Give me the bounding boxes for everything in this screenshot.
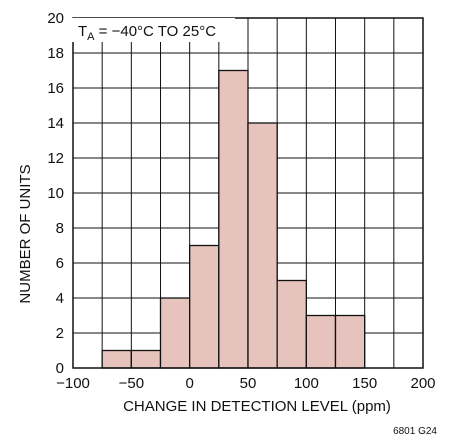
y-tick-label: 16	[47, 80, 64, 97]
histogram-bar	[276, 279, 307, 369]
y-axis-title: NUMBER OF UNITS	[17, 164, 34, 303]
x-tick-label: 0	[185, 375, 193, 392]
plot-frame	[72, 17, 424, 369]
y-tick-label: 8	[56, 220, 64, 237]
x-tick-labels: −100 −50 0 50 100 150 200	[56, 375, 435, 392]
y-tick-labels: 0 2 4 6 8 10 12 14 16 18 20	[47, 10, 64, 377]
y-tick-label: 12	[47, 150, 64, 167]
x-tick-label: −100	[56, 375, 90, 392]
x-tick-label: 100	[294, 375, 319, 392]
y-tick-label: 6	[56, 255, 64, 272]
figure-code: 6801 G24	[393, 426, 437, 437]
annotation-rest: = −40°C TO 25°C	[95, 23, 217, 40]
x-tick-label: 150	[352, 375, 377, 392]
annotation-main: T	[78, 23, 87, 40]
y-tick-label: 18	[47, 45, 64, 62]
y-tick-label: 2	[56, 325, 64, 342]
histogram-bar	[305, 314, 337, 369]
y-tick-label: 14	[47, 115, 64, 132]
histogram-bar	[247, 122, 278, 369]
annotation-box	[72, 18, 235, 42]
bars	[101, 69, 366, 369]
x-tick-label: 50	[240, 375, 257, 392]
y-tick-label: 4	[56, 290, 64, 307]
temperature-annotation: TA = −40°C TO 25°C	[78, 23, 216, 43]
x-tick-label: −50	[119, 375, 144, 392]
x-axis-title: CHANGE IN DETECTION LEVEL (ppm)	[123, 398, 391, 415]
histogram-bar	[159, 297, 191, 369]
x-tick-label: 200	[410, 375, 435, 392]
y-tick-label: 20	[47, 10, 64, 27]
histogram-bar	[130, 349, 162, 369]
y-tick-label: 0	[56, 360, 64, 377]
histogram-bar	[334, 314, 366, 369]
histogram-bar	[101, 349, 132, 369]
annotation-subscript: A	[87, 31, 95, 43]
histogram-bar	[189, 244, 220, 369]
y-tick-label: 10	[47, 185, 64, 202]
histogram-bar	[218, 69, 249, 369]
